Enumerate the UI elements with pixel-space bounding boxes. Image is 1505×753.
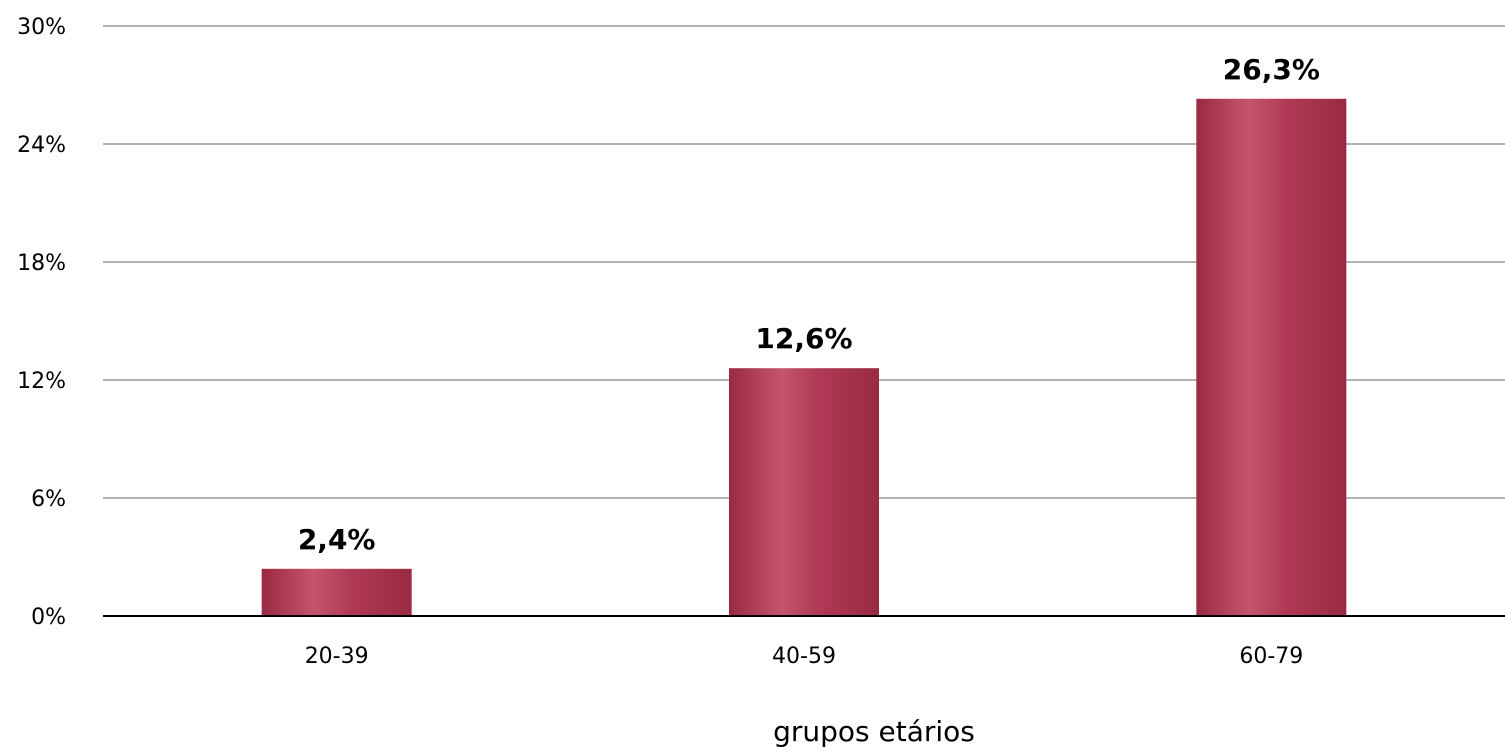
x-tick-label: 40-59 — [772, 644, 836, 669]
x-tick-label: 60-79 — [1239, 644, 1303, 669]
bar — [1196, 98, 1347, 617]
y-tick-labels: 0% 6% 12% 18% 24% 30% — [17, 15, 66, 630]
data-label: 26,3% — [1223, 53, 1320, 86]
y-tick-label: 24% — [17, 133, 66, 158]
y-tick-label: 0% — [31, 605, 66, 630]
y-tick-label: 6% — [31, 487, 66, 512]
y-tick-label: 30% — [17, 15, 66, 40]
data-label: 2,4% — [298, 523, 376, 556]
data-labels: 2,4% 12,6% 26,3% — [298, 53, 1320, 556]
data-label: 12,6% — [755, 322, 852, 355]
bar — [729, 368, 879, 616]
y-tick-label: 12% — [17, 369, 66, 394]
x-tick-label: 20-39 — [305, 644, 369, 669]
y-tick-label: 18% — [17, 251, 66, 276]
x-tick-labels: 20-39 40-59 60-79 — [305, 644, 1304, 669]
x-axis-title: grupos etários — [773, 715, 975, 748]
bar — [261, 568, 412, 616]
bars — [261, 98, 1347, 617]
